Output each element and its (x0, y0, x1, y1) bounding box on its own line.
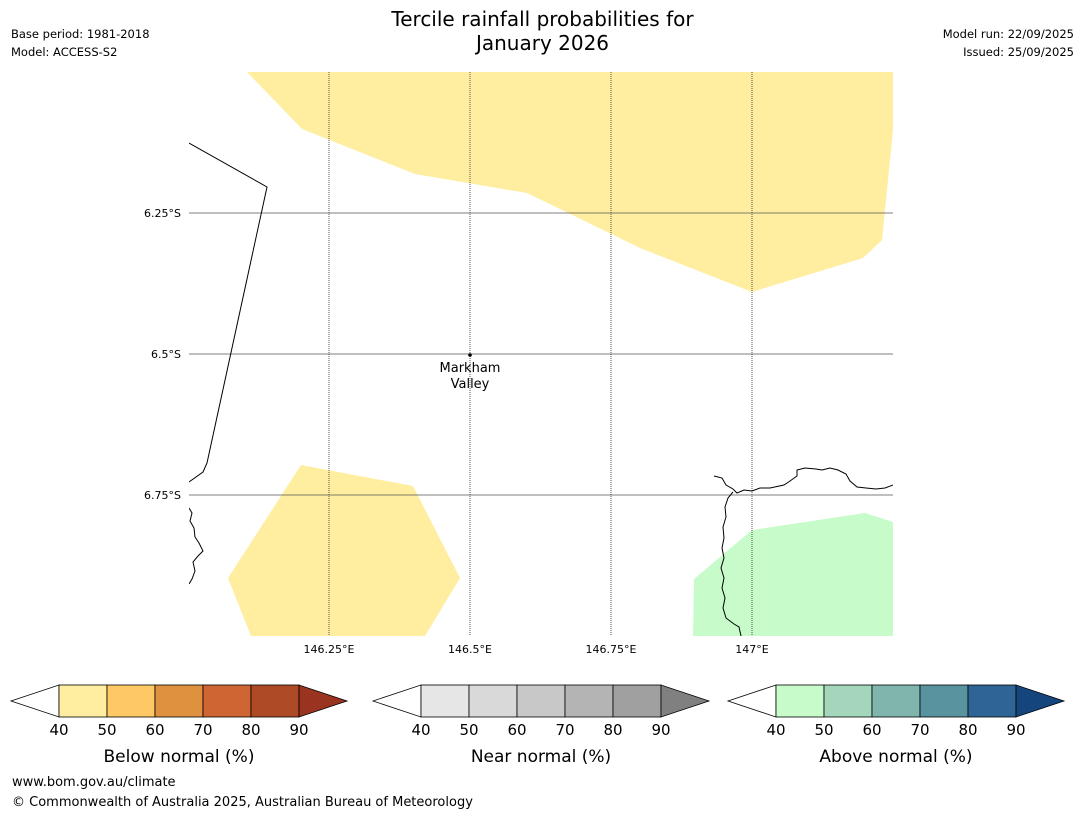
colorbar-above-tick-label: 60 (862, 721, 881, 739)
meta-right: Model run: 22/09/2025 Issued: 25/09/2025 (943, 25, 1074, 61)
colorbar-below-tick-label: 60 (145, 721, 164, 739)
colorbar-below-tick-label: 70 (193, 721, 212, 739)
colorbar-near-tick-label: 80 (603, 721, 622, 739)
colorbar-group: 40 50 60 70 80 90 Below normal (%) 40 50 60 70 80 90… (9, 684, 1066, 767)
colorbar-near-segment (516, 684, 566, 718)
colorbar-near-min-triangle (371, 684, 422, 718)
colorbar-below-segment (106, 684, 156, 718)
colorbar-below-tick-label: 80 (241, 721, 260, 739)
place-label-line-2: Valley (451, 377, 490, 392)
river-line (720, 491, 742, 636)
colorbar-near-tick-label: 70 (555, 721, 574, 739)
lat-label: 6.5°S (151, 348, 181, 361)
colorbar-below-title: Below normal (%) (104, 747, 255, 767)
colorbar-near-title: Near normal (%) (471, 747, 611, 767)
issued-date: Issued: 25/09/2025 (963, 45, 1074, 59)
markham-valley-marker[interactable] (468, 353, 472, 357)
colorbar-above-tick-label: 70 (910, 721, 929, 739)
above-normal-region-southeast (693, 513, 893, 636)
colorbar-near-segment (612, 684, 662, 718)
colorbar-above-tick-label: 80 (958, 721, 977, 739)
title-line-1: Tercile rainfall probabilities for (391, 7, 694, 31)
footer-copyright: © Commonwealth of Australia 2025, Austra… (12, 795, 473, 810)
colorbar-below-tick-label: 50 (97, 721, 116, 739)
colorbar-below-segment (58, 684, 108, 718)
colorbar-near-tick-label: 90 (651, 721, 670, 739)
colorbar-above-max-triangle (1015, 684, 1066, 718)
footer-url[interactable]: www.bom.gov.au/climate (12, 775, 176, 790)
title-line-2: January 2026 (475, 31, 610, 55)
colorbar-above-segment (871, 684, 921, 718)
colorbar-below-min-triangle (9, 684, 60, 718)
lat-label: 6.25°S (144, 207, 181, 220)
colorbar-above-title: Above normal (%) (819, 747, 972, 767)
below-normal-region-southwest (228, 465, 460, 636)
boundary-line-west (189, 142, 268, 483)
colorbar-near-segment (468, 684, 518, 718)
lon-label: 147°E (735, 643, 768, 656)
colorbar-below-segment (154, 684, 204, 718)
colorbar-above-segment (823, 684, 873, 718)
colorbar-above-segment (919, 684, 969, 718)
colorbar-near-tick-label: 50 (459, 721, 478, 739)
colorbar-near-segment (564, 684, 614, 718)
lat-label: 6.75°S (144, 489, 181, 502)
colorbar-near-tick-label: 40 (411, 721, 430, 739)
lon-label: 146.25°E (304, 643, 355, 656)
colorbar-above-segment (967, 684, 1017, 718)
colorbar-below-segment (202, 684, 252, 718)
colorbar-above-tick-label: 50 (814, 721, 833, 739)
colorbar-above-tick-label: 90 (1006, 721, 1025, 739)
coastline-east (713, 467, 893, 494)
lon-label: 146.5°E (448, 643, 492, 656)
colorbar-above-tick-label: 40 (766, 721, 785, 739)
place-label-line-1: Markham (440, 361, 501, 376)
colorbar-below-max-triangle (298, 684, 349, 718)
colorbar-near-max-triangle (660, 684, 711, 718)
colorbar-below-segment (250, 684, 300, 718)
model-name: Model: ACCESS-S2 (11, 45, 118, 59)
colorbar-below-tick-label: 90 (289, 721, 308, 739)
below-normal-region-north (247, 72, 893, 292)
colorbar-below-tick-label: 40 (49, 721, 68, 739)
map-title: Tercile rainfall probabilities for Janua… (0, 7, 1085, 55)
colorbar-near-tick-label: 60 (507, 721, 526, 739)
coastline-west (189, 507, 204, 585)
model-run: Model run: 22/09/2025 (942, 27, 1074, 41)
base-period: Base period: 1981-2018 (11, 27, 150, 41)
colorbar-above-min-triangle (726, 684, 777, 718)
lon-label: 146.75°E (586, 643, 637, 656)
colorbar-above-segment (775, 684, 825, 718)
meta-left: Base period: 1981-2018 Model: ACCESS-S2 (11, 25, 150, 61)
colorbar-near-segment (420, 684, 470, 718)
